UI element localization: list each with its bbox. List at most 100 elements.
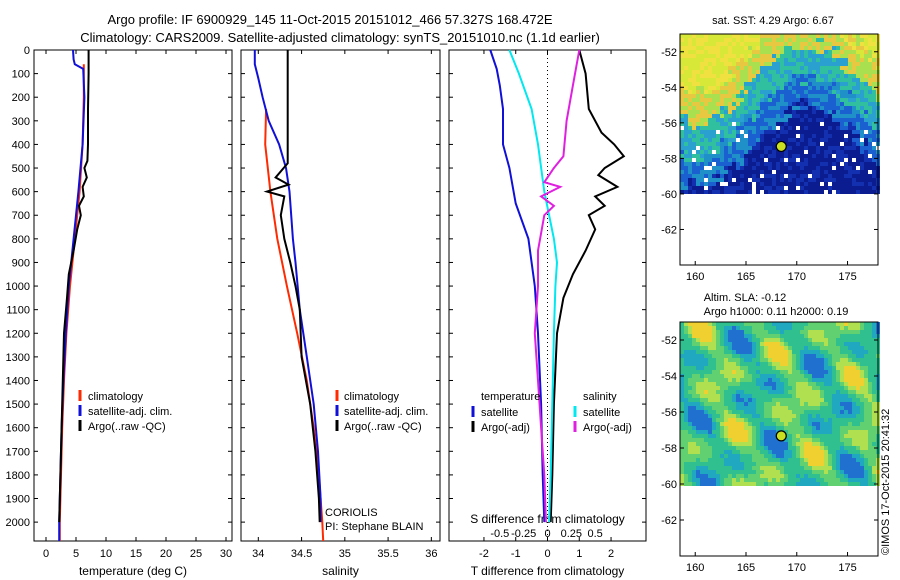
plot-frame [240,49,441,542]
y-tick-label: 1000 [6,281,30,293]
legend-label: Argo(..raw -QC) [344,421,422,433]
x-tick-label: 30 [220,548,232,560]
y-tick-label: 1600 [6,423,30,435]
x-tick-label: -1 [511,548,521,560]
map-title: Altim. SLA: -0.12 [704,292,787,304]
map-field [680,322,880,486]
argo-location-marker [775,140,787,153]
y-tick-label: -60 [661,479,677,491]
y-tick-label: -52 [661,47,677,59]
annotation-source: CORIOLIS [325,507,378,519]
legend-label: satellite-adj. clim. [88,406,172,418]
y-tick-label: 1400 [6,375,30,387]
legend-title-salinity: salinity [583,391,617,403]
x-tick-label: 175 [838,562,856,574]
x-tick-label: 170 [788,562,806,574]
x-tick-label: 36 [425,548,437,560]
series-line-satellite-adj-clim- [58,49,86,541]
y-tick-label: 500 [12,163,30,175]
x2-tick-label: -0.5 [490,528,509,540]
series-line-temperature-satellite [489,49,546,523]
plot-frame [448,49,647,542]
x-tick-label: 2 [608,548,614,560]
y-tick-label: -58 [661,443,677,455]
x-tick-label: 10 [100,548,112,560]
legend-label: climatology [88,391,144,403]
series-line-salinity-satellite [508,49,559,523]
x-tick-label: 34 [252,548,264,560]
y-tick-label: 0 [24,45,30,57]
series-line-climatology [58,64,85,541]
legend-label: satellite [583,407,620,419]
y-tick-label: 200 [12,92,30,104]
x-tick-label: 35.5 [377,548,398,560]
y-tick-label: -60 [661,189,677,201]
y-tick-label: 1800 [6,470,30,482]
legend-label: satellite-adj. clim. [344,406,428,418]
credit-text: ©IMOS 17-Oct-2015 20:41:32 [880,409,892,555]
map-frame [679,321,879,557]
x-tick-label: 175 [838,271,856,283]
y-tick-label: 100 [12,69,30,81]
y-tick-label: 400 [12,139,30,151]
y-tick-label: 1100 [6,305,30,317]
y-tick-label: 1900 [6,494,30,506]
x2-tick-label: -0.25 [511,528,536,540]
x-tick-label: 0 [544,548,550,560]
y-tick-label: -56 [661,407,677,419]
x-tick-label: 0 [43,548,49,560]
x-tick-label: 1 [576,548,582,560]
legend-label: Argo(..raw -QC) [88,421,166,433]
salinity-panel: 34 34.5 35 35.5 36 salinity climatology satelli… [240,49,441,578]
y-tick-label: 1500 [6,399,30,411]
temperature-panel: 0100200300400500600700800900100011001200… [6,45,233,578]
x-tick-label: 165 [737,271,755,283]
series-line-temperature-argo-adj- [549,49,626,523]
x-axis-label: T difference from climatology [471,564,625,578]
x2-tick-label: 0.5 [588,528,603,540]
legend-label: climatology [344,391,400,403]
legend-label: Argo(-adj) [583,422,632,434]
x-tick-label: 20 [160,548,172,560]
y-tick-label: 600 [12,187,30,199]
x-tick-label: -2 [479,548,489,560]
y-tick-label: 300 [12,116,30,128]
figure-title-line2: Climatology: CARS2009. Satellite-adjuste… [80,30,600,45]
x-tick-label: 5 [73,548,79,560]
y-tick-label: -54 [661,371,677,383]
series-line-argo-raw-qc- [58,50,90,523]
x2-tick-label: 0.25 [561,528,582,540]
y-tick-label: -56 [661,118,677,130]
x-axis-label: salinity [322,564,359,578]
sla-map-panel: Altim. SLA: -0.12 Argo h1000: 0.11 h2000:… [661,292,880,574]
legend-label: satellite [481,407,518,419]
map-subtitle: Argo h1000: 0.11 h2000: 0.19 [704,306,849,318]
plot-frame [33,49,233,542]
x-tick-label: 35 [339,548,351,560]
figure-title-line1: Argo profile: IF 6900929_145 11-Oct-2015… [108,12,553,27]
x-tick-label: 15 [130,548,142,560]
x-tick-label: 160 [686,271,704,283]
x2-tick-label: 0 [544,528,550,540]
series-line-argo-raw-qc- [263,50,321,523]
map-field [680,34,880,194]
y-tick-label: -54 [661,82,677,94]
difference-panel: -2 -1 0 1 2 T difference from climatology -0.5… [448,49,647,578]
y-tick-label: -62 [661,515,677,527]
series-line-climatology [264,108,325,542]
x2-axis-label: S difference from climatology [470,512,625,526]
x-tick-label: 34.5 [291,548,312,560]
map-frame [679,33,879,266]
x-tick-label: 25 [190,548,202,560]
y-tick-label: -62 [661,224,677,236]
y-tick-label: 2000 [6,517,30,529]
y-tick-label: 900 [12,257,30,269]
legend-label: Argo(-adj) [481,422,530,434]
x-tick-label: 160 [686,562,704,574]
y-tick-label: 700 [12,210,30,222]
y-tick-label: -58 [661,153,677,165]
sst-map-panel: sat. SST: 4.29 Argo: 6.67 -52 -54 -56 -58 -60… [661,15,880,283]
map-title: sat. SST: 4.29 Argo: 6.67 [712,15,834,27]
annotation-pi: PI: Stephane BLAIN [325,521,424,533]
